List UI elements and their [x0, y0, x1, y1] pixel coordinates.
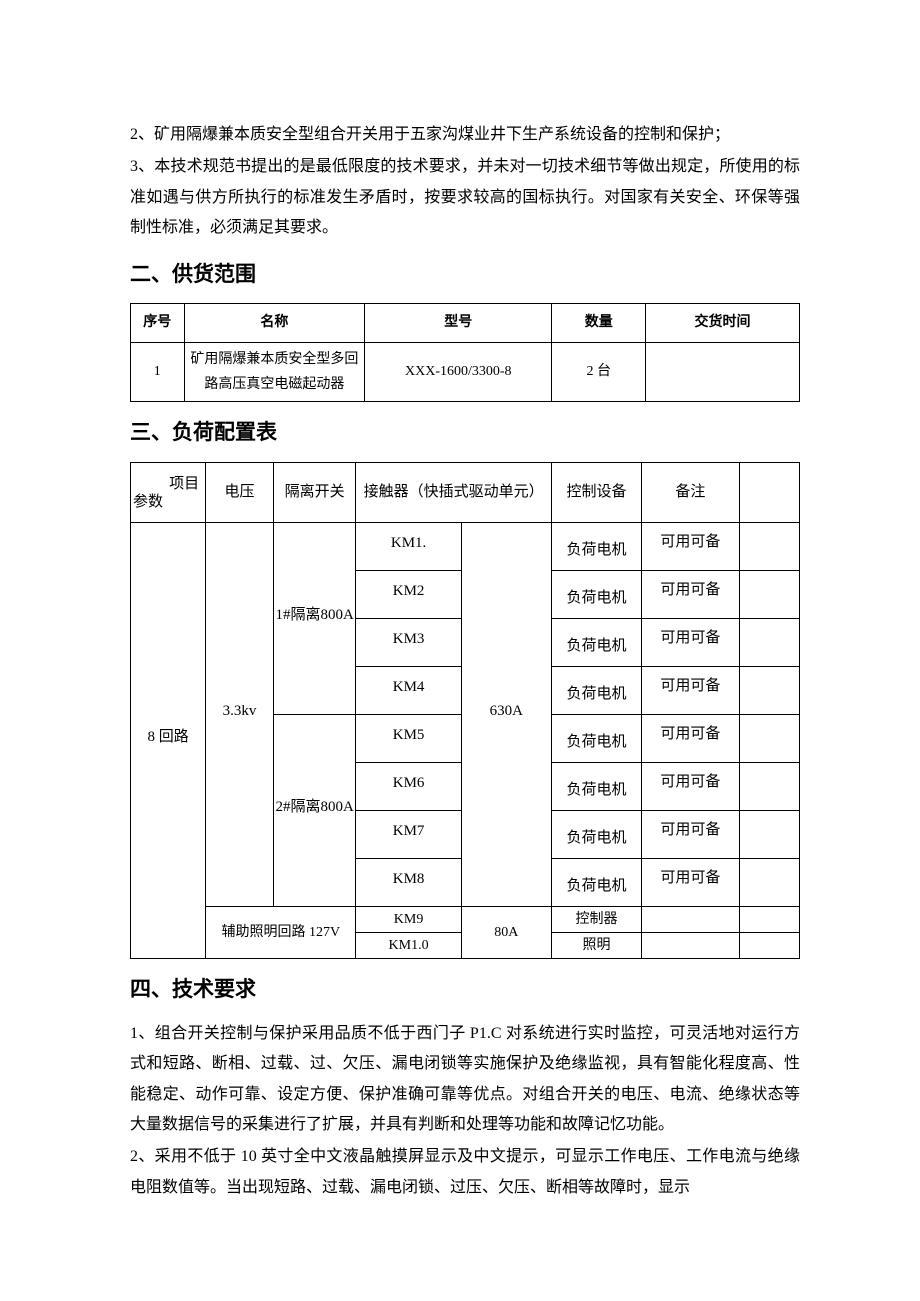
col-empty [739, 462, 799, 522]
table-row: 1 矿用隔爆兼本质安全型多回路高压真空电磁起动器 XXX-1600/3300-8… [131, 342, 800, 401]
cell-empty [739, 858, 799, 906]
supply-scope-table: 序号 名称 型号 数量 交货时间 1 矿用隔爆兼本质安全型多回路高压真空电磁起动… [130, 303, 800, 402]
col-remark: 备注 [642, 462, 740, 522]
col-model: 型号 [365, 304, 552, 342]
col-qty: 数量 [552, 304, 646, 342]
cell-empty [739, 932, 799, 958]
cell-isolation-1: 1#隔离800A [273, 522, 356, 714]
param-bottom-label: 参数 [133, 489, 163, 516]
cell-km: KM3 [356, 618, 461, 666]
cell-device: 负荷电机 [551, 522, 641, 570]
cell-empty [739, 714, 799, 762]
cell-km: KM6 [356, 762, 461, 810]
table-header-row: 序号 名称 型号 数量 交货时间 [131, 304, 800, 342]
cell-empty [739, 666, 799, 714]
cell-device: 负荷电机 [551, 810, 641, 858]
cell-aux-label: 辅助照明回路 127V [206, 906, 356, 958]
col-param: 项目 参数 [131, 462, 206, 522]
cell-note: 可用可备 [642, 570, 740, 618]
col-voltage: 电压 [206, 462, 274, 522]
cell-empty [739, 810, 799, 858]
cell-param: 8 回路 [131, 522, 206, 958]
cell-km: KM4 [356, 666, 461, 714]
cell-km: KM5 [356, 714, 461, 762]
cell-note: 可用可备 [642, 666, 740, 714]
cell-empty [739, 522, 799, 570]
cell-km: KM2 [356, 570, 461, 618]
cell-device: 负荷电机 [551, 618, 641, 666]
col-isolation: 隔离开关 [273, 462, 356, 522]
section-4-para-1: 1、组合开关控制与保护采用品质不低于西门子 P1.C 对系统进行实时监控，可灵活… [130, 1019, 800, 1141]
col-seq: 序号 [131, 304, 185, 342]
cell-device: 负荷电机 [551, 762, 641, 810]
cell-km: KM8 [356, 858, 461, 906]
table-row: 8 回路 3.3kv 1#隔离800A KM1. 630A 负荷电机 可用可备 [131, 522, 800, 570]
cell-seq: 1 [131, 342, 185, 401]
cell-empty [739, 906, 799, 932]
cell-km: KM1.0 [356, 932, 461, 958]
param-top-label: 项目 [169, 471, 199, 498]
load-config-table: 项目 参数 电压 隔离开关 接触器（快插式驱动单元） 控制设备 备注 8 回路 … [130, 462, 800, 959]
intro-para-2: 2、矿用隔爆兼本质安全型组合开关用于五家沟煤业井下生产系统设备的控制和保护； [130, 120, 800, 150]
cell-empty [642, 932, 740, 958]
cell-note: 可用可备 [642, 810, 740, 858]
col-contactor: 接触器（快插式驱动单元） [356, 462, 551, 522]
cell-current: 630A [461, 522, 551, 906]
cell-time [646, 342, 800, 401]
cell-qty: 2 台 [552, 342, 646, 401]
cell-device: 负荷电机 [551, 858, 641, 906]
cell-note: 可用可备 [642, 858, 740, 906]
cell-empty [739, 618, 799, 666]
cell-device: 负荷电机 [551, 714, 641, 762]
cell-aux-current: 80A [461, 906, 551, 958]
cell-model: XXX-1600/3300-8 [365, 342, 552, 401]
section-2-heading: 二、供货范围 [130, 256, 800, 294]
col-time: 交货时间 [646, 304, 800, 342]
cell-device: 控制器 [551, 906, 641, 932]
cell-voltage: 3.3kv [206, 522, 274, 906]
cell-device: 负荷电机 [551, 570, 641, 618]
col-control: 控制设备 [551, 462, 641, 522]
table-header-row: 项目 参数 电压 隔离开关 接触器（快插式驱动单元） 控制设备 备注 [131, 462, 800, 522]
section-3-heading: 三、负荷配置表 [130, 414, 800, 452]
cell-note: 可用可备 [642, 762, 740, 810]
cell-km: KM9 [356, 906, 461, 932]
section-4-para-2: 2、采用不低于 10 英寸全中文液晶触摸屏显示及中文提示，可显示工作电压、工作电… [130, 1142, 800, 1203]
cell-note: 可用可备 [642, 714, 740, 762]
cell-empty [642, 906, 740, 932]
cell-empty [739, 762, 799, 810]
section-4-heading: 四、技术要求 [130, 971, 800, 1009]
cell-note: 可用可备 [642, 618, 740, 666]
cell-name: 矿用隔爆兼本质安全型多回路高压真空电磁起动器 [184, 342, 365, 401]
intro-para-3: 3、本技术规范书提出的是最低限度的技术要求，并未对一切技术细节等做出规定，所使用… [130, 152, 800, 243]
cell-empty [739, 570, 799, 618]
cell-isolation-2: 2#隔离800A [273, 714, 356, 906]
cell-note: 可用可备 [642, 522, 740, 570]
cell-device: 负荷电机 [551, 666, 641, 714]
cell-device: 照明 [551, 932, 641, 958]
col-name: 名称 [184, 304, 365, 342]
table-row: 辅助照明回路 127V KM9 80A 控制器 [131, 906, 800, 932]
cell-km: KM1. [356, 522, 461, 570]
cell-km: KM7 [356, 810, 461, 858]
